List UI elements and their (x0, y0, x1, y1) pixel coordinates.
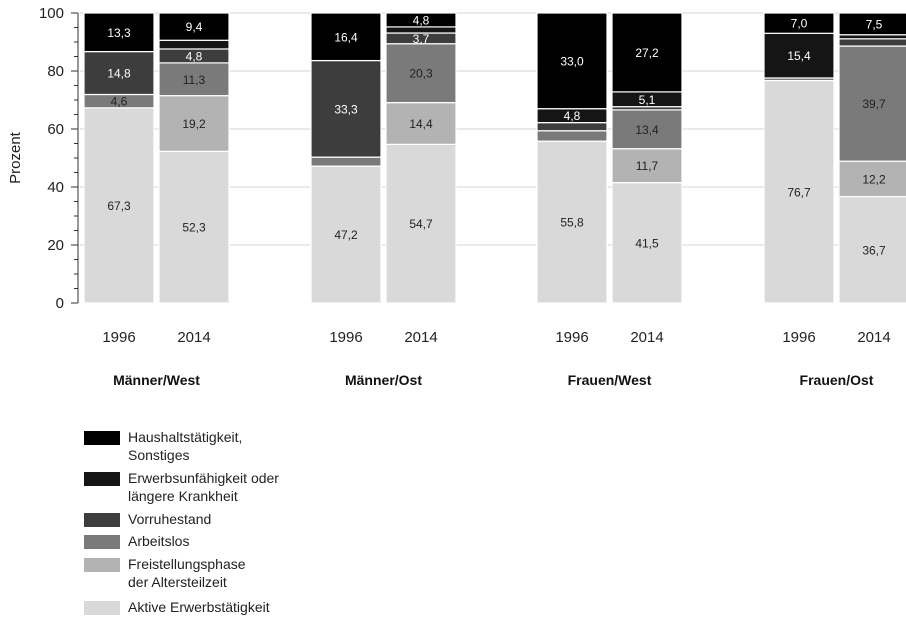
x-tick-label: 2014 (177, 329, 210, 346)
legend-swatch (84, 601, 120, 615)
y-tick-label: 0 (56, 295, 64, 312)
bar-segment (838, 12, 906, 36)
bar-segment (310, 59, 382, 158)
group-label: Frauen/West (568, 372, 652, 388)
data-label: 41,5 (635, 236, 659, 250)
legend-label: Vorruhestand (128, 511, 212, 527)
data-label: 54,7 (409, 217, 433, 231)
bar-segment (838, 38, 906, 47)
bar-segment (158, 39, 230, 50)
y-tick-label: 100 (39, 5, 64, 22)
data-labels: 67,3 4,6 14,8 13,3 52,3 19,2 11,3 4,8 9,4 47,2 33,… (107, 13, 886, 257)
legend-swatch (84, 535, 120, 549)
legend-swatch (84, 431, 120, 445)
legend-label: Erwerbsunfähigkeit oder längere Krankhei… (128, 470, 279, 504)
x-tick-label: 1996 (782, 329, 815, 346)
data-label: 76,7 (787, 185, 811, 199)
data-label: 12,2 (862, 172, 886, 186)
bar-segment (536, 140, 608, 304)
data-label: 3,7 (413, 32, 430, 46)
data-label: 5,1 (639, 93, 656, 107)
bar-segment (385, 12, 457, 28)
y-tick-label: 20 (47, 237, 64, 254)
group-label: Männer/Ost (345, 372, 422, 388)
data-label: 19,2 (182, 117, 206, 131)
bar-segment (838, 160, 906, 198)
data-label: 13,3 (107, 26, 131, 40)
bar-segment (83, 50, 155, 96)
bar-segment (838, 45, 906, 162)
bar-segment (838, 195, 906, 304)
data-label: 52,3 (182, 221, 206, 235)
bar-segment (158, 150, 230, 304)
data-label: 14,8 (107, 67, 131, 81)
bar-segment (536, 130, 608, 142)
y-tick-label: 80 (47, 63, 64, 80)
data-label: 39,7 (862, 97, 886, 111)
bar-segment (838, 34, 906, 40)
bar-segment (611, 148, 683, 184)
data-label: 27,2 (635, 46, 659, 60)
legend-label: Freistellungsphase der Altersteilzeit (128, 556, 246, 590)
data-label: 33,3 (334, 102, 358, 116)
x-tick-label: 1996 (555, 329, 588, 346)
data-label: 55,8 (560, 216, 584, 230)
data-label: 9,4 (186, 20, 203, 34)
bar-segment (310, 156, 382, 167)
y-tick-label: 60 (47, 121, 64, 138)
legend-label: Haushaltstätigkeit, Sonstiges (128, 429, 243, 463)
legend-label: Aktive Erwerbstätigkeit (128, 599, 270, 615)
bar-segment (763, 12, 835, 34)
y-tick-label: 40 (47, 179, 64, 196)
legend-swatch (84, 513, 120, 527)
x-tick-label: 1996 (329, 329, 362, 346)
bar-segment (310, 12, 382, 62)
x-tick-label: 2014 (404, 329, 437, 346)
group-label: Männer/West (113, 372, 200, 388)
bar-segment (385, 143, 457, 304)
data-label: 7,0 (791, 17, 808, 31)
x-axis-labels: 1996 2014 Männer/West 1996 2014 Männer/Ost 199… (102, 329, 890, 388)
data-label: 7,5 (866, 17, 883, 31)
data-label: 36,7 (862, 243, 886, 257)
bar-segment (83, 12, 155, 53)
data-label: 14,4 (409, 117, 433, 131)
bar-segment (611, 182, 683, 304)
group-label: Frauen/Ost (800, 372, 874, 388)
data-label: 4,6 (111, 95, 128, 109)
x-tick-label: 2014 (857, 329, 890, 346)
data-label: 67,3 (107, 199, 131, 213)
data-label: 33,0 (560, 54, 584, 68)
bar-segment (83, 107, 155, 304)
data-label: 11,3 (183, 73, 206, 87)
bar-segment (763, 32, 835, 79)
bars (83, 12, 906, 304)
legend-label: Arbeitslos (128, 533, 190, 549)
bar-segment (763, 79, 835, 304)
y-axis: 0 20 40 60 80 100 (39, 5, 79, 312)
data-label: 20,3 (409, 67, 433, 81)
bar-segment (536, 122, 608, 132)
bar-segment (158, 12, 230, 41)
x-tick-label: 2014 (630, 329, 663, 346)
bar-segment (611, 12, 683, 93)
data-label: 4,8 (413, 13, 430, 27)
data-label: 16,4 (334, 30, 358, 44)
legend-swatch (84, 472, 120, 486)
data-label: 4,8 (564, 109, 581, 123)
y-axis-title: Prozent (7, 131, 24, 184)
bar-segment (536, 12, 608, 110)
data-label: 15,4 (787, 49, 811, 63)
data-label: 11,7 (636, 159, 659, 173)
x-tick-label: 1996 (102, 329, 135, 346)
data-label: 4,8 (186, 49, 203, 63)
data-label: 47,2 (334, 228, 358, 242)
legend-swatch (84, 558, 120, 572)
bar-segment (158, 95, 230, 152)
data-label: 13,4 (635, 123, 659, 137)
bar-segment (385, 102, 457, 145)
